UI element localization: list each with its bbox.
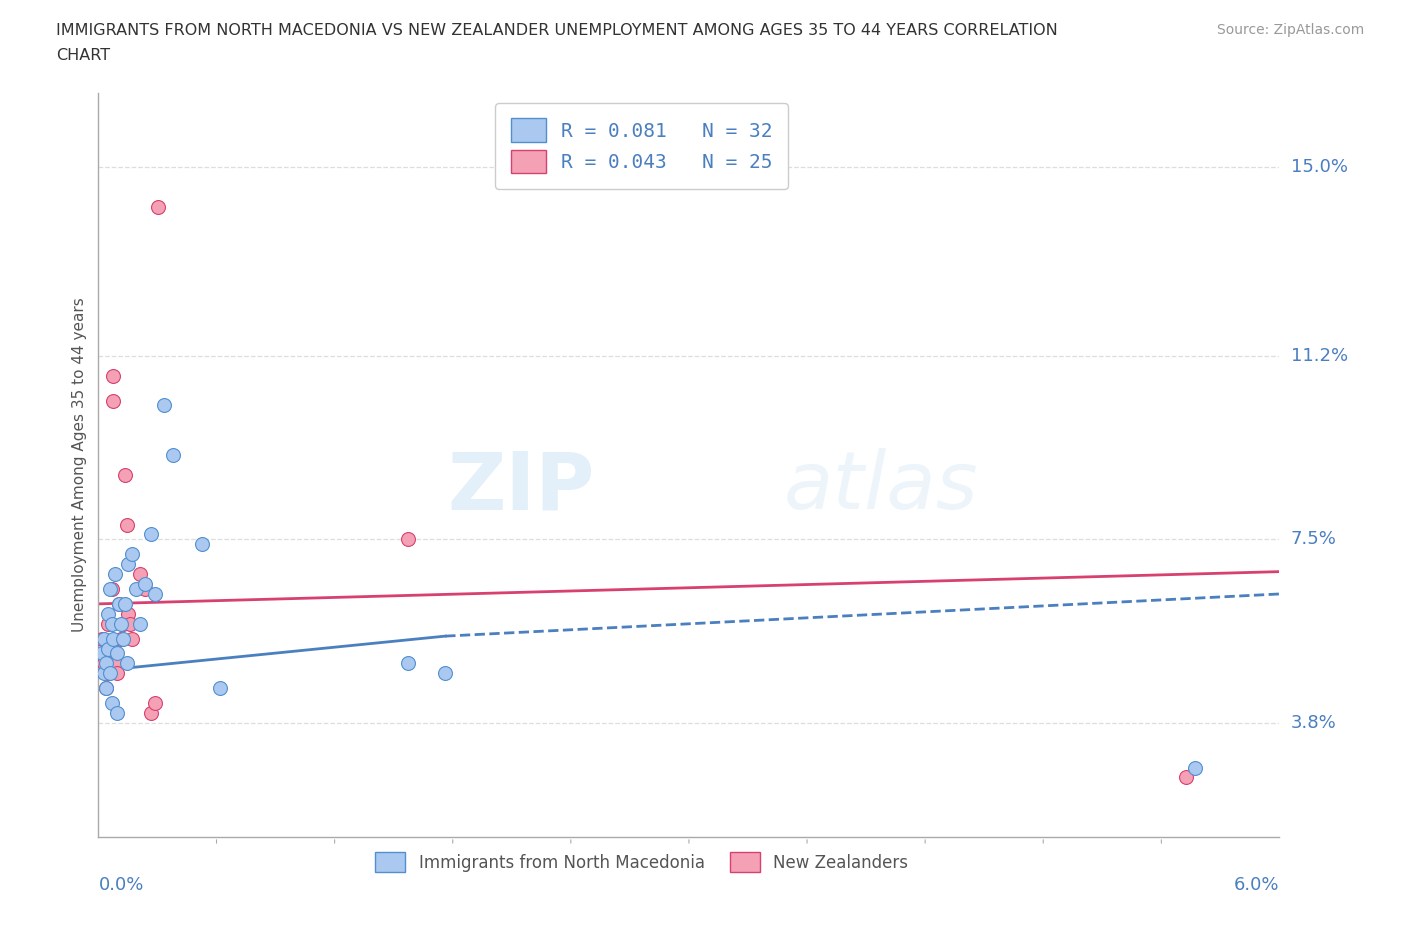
- Point: [97, 606, 120, 621]
- Point: [98, 666, 121, 681]
- Point: [103, 368, 125, 383]
- Point: [1184, 760, 1206, 775]
- Point: [128, 566, 150, 581]
- Text: 0.0%: 0.0%: [98, 876, 143, 894]
- Point: [105, 706, 128, 721]
- Point: [93, 631, 115, 646]
- Point: [117, 606, 139, 621]
- Point: [110, 617, 132, 631]
- Text: 15.0%: 15.0%: [1291, 158, 1347, 177]
- Point: [114, 596, 136, 611]
- Point: [98, 646, 121, 661]
- Text: Source: ZipAtlas.com: Source: ZipAtlas.com: [1216, 23, 1364, 37]
- Point: [91, 631, 114, 646]
- Point: [103, 393, 125, 408]
- Text: 11.2%: 11.2%: [1291, 347, 1348, 365]
- Point: [143, 696, 166, 711]
- Point: [94, 656, 117, 671]
- Y-axis label: Unemployment Among Ages 35 to 44 years: Unemployment Among Ages 35 to 44 years: [72, 298, 87, 632]
- Point: [115, 517, 138, 532]
- Point: [115, 656, 138, 671]
- Point: [93, 666, 115, 681]
- Point: [98, 581, 121, 596]
- Point: [108, 596, 131, 611]
- Point: [434, 666, 457, 681]
- Point: [134, 577, 156, 591]
- Point: [110, 631, 132, 646]
- Point: [128, 617, 150, 631]
- Point: [111, 631, 134, 646]
- Point: [93, 656, 115, 671]
- Text: atlas: atlas: [783, 448, 979, 526]
- Point: [111, 617, 134, 631]
- Point: [97, 641, 120, 656]
- Point: [121, 631, 143, 646]
- Point: [121, 547, 143, 562]
- Point: [396, 656, 419, 671]
- Point: [105, 666, 128, 681]
- Text: 6.0%: 6.0%: [1234, 876, 1279, 894]
- Point: [91, 646, 114, 661]
- Point: [97, 617, 120, 631]
- Point: [108, 596, 131, 611]
- Point: [1174, 770, 1197, 785]
- Point: [162, 447, 184, 462]
- Point: [104, 566, 127, 581]
- Point: [143, 587, 166, 602]
- Text: 7.5%: 7.5%: [1291, 530, 1337, 549]
- Point: [139, 527, 162, 542]
- Text: CHART: CHART: [56, 48, 110, 63]
- Text: IMMIGRANTS FROM NORTH MACEDONIA VS NEW ZEALANDER UNEMPLOYMENT AMONG AGES 35 TO 4: IMMIGRANTS FROM NORTH MACEDONIA VS NEW Z…: [56, 23, 1057, 38]
- Point: [209, 681, 232, 696]
- Point: [396, 532, 419, 547]
- Point: [190, 537, 212, 551]
- Text: ZIP: ZIP: [447, 448, 595, 526]
- Point: [100, 617, 122, 631]
- Point: [148, 200, 170, 215]
- Point: [153, 398, 176, 413]
- Point: [104, 656, 127, 671]
- Point: [120, 617, 142, 631]
- Point: [94, 681, 117, 696]
- Point: [94, 681, 117, 696]
- Text: 3.8%: 3.8%: [1291, 714, 1336, 732]
- Point: [100, 696, 122, 711]
- Point: [103, 631, 125, 646]
- Point: [97, 666, 120, 681]
- Point: [117, 557, 139, 572]
- Point: [134, 581, 156, 596]
- Point: [105, 646, 128, 661]
- Legend: Immigrants from North Macedonia, New Zealanders: Immigrants from North Macedonia, New Zea…: [367, 844, 917, 881]
- Point: [139, 706, 162, 721]
- Point: [100, 581, 122, 596]
- Point: [114, 468, 136, 483]
- Point: [125, 581, 148, 596]
